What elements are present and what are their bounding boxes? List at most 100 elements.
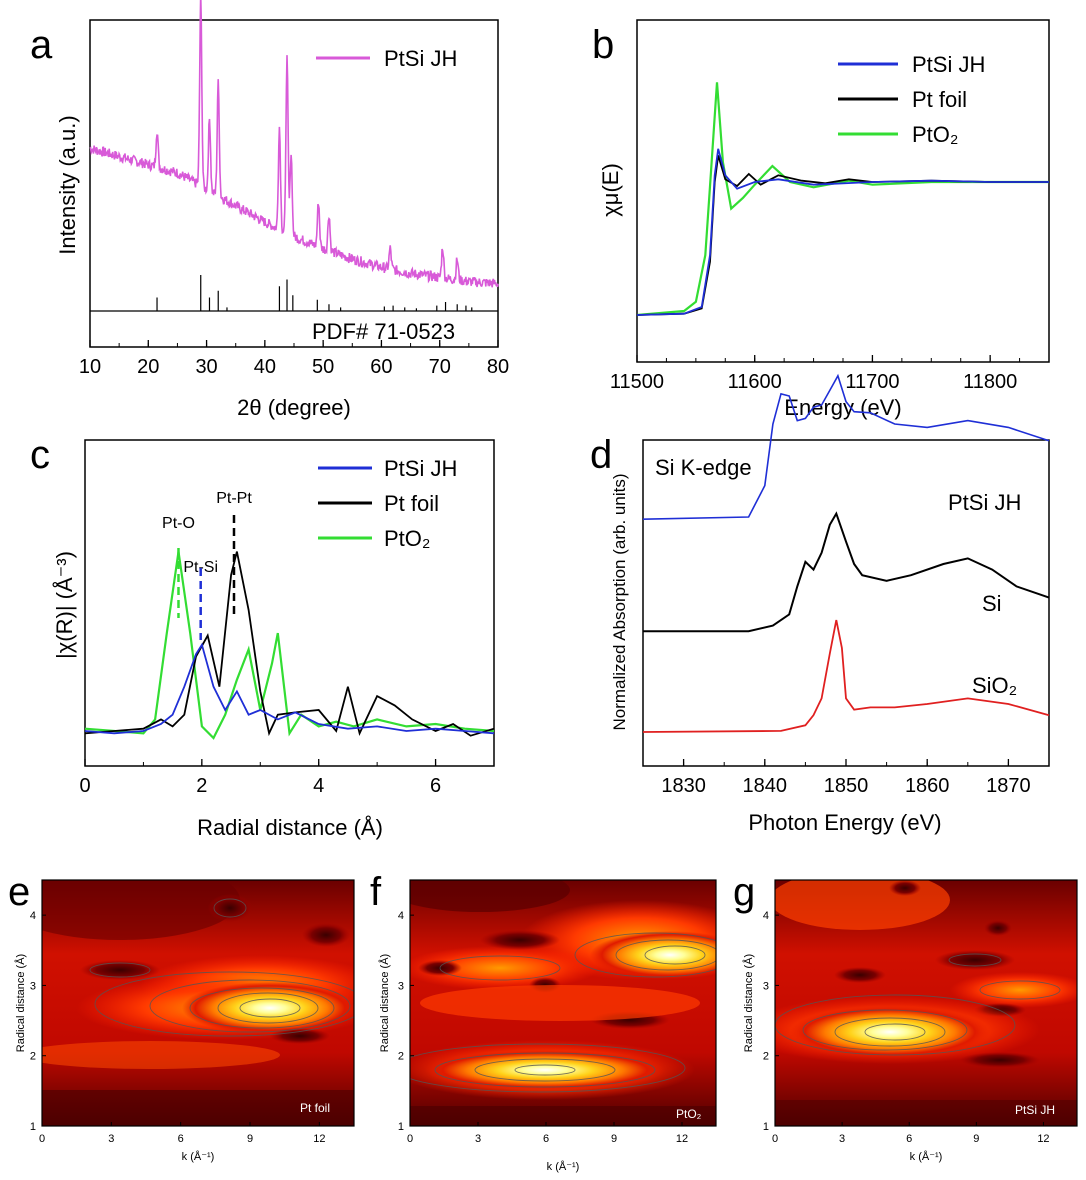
panel-label-f: f: [370, 870, 382, 914]
heatmap-g-x-tick-label: 3: [839, 1133, 845, 1145]
heatmap-g-x-tick-label: 6: [906, 1133, 912, 1145]
heatmap-f-x-tick-label: 12: [676, 1133, 688, 1145]
y-axis-label-c: |χ(R)| (Å⁻³): [52, 551, 77, 659]
reference-label: PDF# 71-0523: [312, 319, 455, 344]
y-axis-label-d: Normalized Absorption (arb. units): [610, 473, 629, 730]
peak-annotations: Pt-O Pt-Si Pt-Pt: [162, 490, 252, 640]
x-axis-b-tick-label: 11600: [728, 371, 782, 393]
heatmap-f-x-tick-label: 6: [543, 1133, 549, 1145]
heatmap-f-x-tick-label: 3: [475, 1133, 481, 1145]
heatmap-e-y-tick-label: 3: [30, 980, 36, 992]
series-line-ptsi-jh: [636, 148, 1049, 316]
panel-label-a: a: [30, 23, 53, 67]
sample-label-g: PtSi JH: [1015, 1103, 1055, 1117]
x-axis-label-b: Energy (eV): [784, 395, 901, 420]
heatmap-f-x-tick-label: 0: [407, 1133, 413, 1145]
y-axis-label-e: Radical distance (Å): [14, 954, 27, 1052]
x-axis-a-tick-label: 20: [137, 356, 159, 378]
legend-label-pto2: PtO₂: [384, 526, 430, 551]
x-axis-a-tick-label: 80: [487, 356, 509, 378]
x-axis-d-tick-label: 1850: [824, 775, 869, 797]
x-ticks-b: 11500 11600 11700 11800: [610, 355, 1050, 393]
x-axis-label-d: Photon Energy (eV): [748, 810, 941, 835]
plot-title-si-k-edge: Si K-edge: [655, 455, 752, 480]
heatmap-g-x-tick-label: 0: [772, 1133, 778, 1145]
annotation-pt-si-label: Pt-Si: [183, 559, 218, 576]
heatmap-f-y-tick-label: 2: [398, 1051, 404, 1063]
heatmap-e-x-tick-label: 12: [313, 1133, 325, 1145]
plot-frame-g: [774, 879, 1078, 1127]
curve-label-sio2: SiO₂: [972, 673, 1017, 698]
plot-frame-e: [41, 879, 355, 1127]
x-axis-d-tick-label: 1840: [743, 775, 788, 797]
heatmap-g-y-tick-label: 4: [763, 910, 769, 922]
heatmap-g-y-tick-label: 1: [763, 1121, 769, 1133]
series-line-pt-foil: [84, 551, 495, 737]
x-axis-b-tick-label: 11500: [610, 371, 664, 393]
legend-label-pt-foil: Pt foil: [912, 87, 967, 112]
panel-label-c: c: [30, 433, 50, 477]
plot-frame-f: [409, 879, 717, 1127]
heatmap-e-x-tick-label: 0: [39, 1133, 45, 1145]
sample-label-f: PtO₂: [676, 1107, 702, 1121]
heatmap-f-y-tick-label: 3: [398, 980, 404, 992]
x-axis-label-e: k (Å⁻¹): [182, 1150, 215, 1163]
x-axis-b-tick-label: 11800: [963, 371, 1017, 393]
legend-label-pt-foil: Pt foil: [384, 491, 439, 516]
heatmap-e-x-tick-label: 9: [247, 1133, 253, 1145]
sample-label-e: Pt foil: [300, 1101, 330, 1115]
heatmap-f-y-tick-label: 4: [398, 910, 404, 922]
x-ticks-c: 0 2 4 6: [79, 759, 495, 797]
x-axis-d-tick-label: 1870: [986, 775, 1031, 797]
x-axis-a-tick-label: 30: [195, 356, 217, 378]
x-axis-c-tick-label: 0: [79, 775, 90, 797]
x-axis-a-tick-label: 70: [429, 356, 451, 378]
panel-c-ft-exafs: Pt-O Pt-Si Pt-Pt 0 2 4 6 PtSi JH Pt foil PtO₂…: [52, 439, 495, 840]
series-line-pto2: [84, 551, 495, 740]
x-axis-c-tick-label: 4: [313, 775, 324, 797]
panel-b-xanes: 11500 11600 11700 11800 PtSi JH Pt foil PtO…: [598, 19, 1050, 420]
x-axis-a-tick-label: 60: [370, 356, 392, 378]
x-axis-a-tick-label: 40: [254, 356, 276, 378]
heatmap-e-y-tick-label: 4: [30, 910, 36, 922]
series-line-ptsi-jh: [84, 642, 495, 735]
legend-label-pto2: PtO₂: [912, 122, 958, 147]
annotation-pt-o-label: Pt-O: [162, 515, 195, 532]
heatmap-g-y-tick-label: 3: [763, 980, 769, 992]
plot-frame-c: [84, 439, 495, 767]
heatmap-e: [42, 880, 354, 1126]
x-axis-label-c: Radial distance (Å): [197, 815, 383, 840]
series-line-si: [643, 511, 1050, 633]
x-ticks-a: 10 20 30 40 50 60 70 80: [79, 340, 509, 378]
x-axis-d-tick-label: 1830: [661, 775, 706, 797]
panel-d-si-k-edge: 1830 1840 1850 1860 1870 Si K-edge PtSi JH S…: [610, 373, 1050, 835]
plot-frame-b: [636, 19, 1050, 363]
y-axis-label-g: Radical distance (Å): [742, 954, 755, 1052]
x-axis-label-f: k (Å⁻¹): [547, 1160, 580, 1173]
series-line-pto2: [636, 82, 1049, 317]
heatmap-f: [410, 880, 716, 1126]
heatmap-g: [775, 880, 1077, 1126]
legend-label-ptsi-jh: PtSi JH: [384, 46, 457, 71]
heatmap-e-y-tick-label: 1: [30, 1121, 36, 1133]
heatmap-f-y-tick-label: 1: [398, 1121, 404, 1133]
y-axis-label-f: Radical distance (Å): [378, 954, 391, 1052]
x-axis-b-tick-label: 11700: [845, 371, 899, 393]
x-axis-c-tick-label: 6: [430, 775, 441, 797]
x-ticks-d: 1830 1840 1850 1860 1870: [642, 759, 1050, 797]
series-line-ptsi-jh: [642, 373, 1050, 520]
legend-label-ptsi-jh: PtSi JH: [912, 52, 985, 77]
x-axis-d-tick-label: 1860: [905, 775, 950, 797]
y-axis-label-b: χμ(E): [598, 163, 623, 217]
heatmap-g-x-tick-label: 12: [1037, 1133, 1049, 1145]
x-axis-label-g: k (Å⁻¹): [910, 1150, 943, 1163]
heatmap-g-x-tick-label: 9: [973, 1133, 979, 1145]
heatmap-f-x-tick-label: 9: [611, 1133, 617, 1145]
annotation-pt-pt-label: Pt-Pt: [216, 490, 252, 507]
x-axis-a-tick-label: 50: [312, 356, 334, 378]
